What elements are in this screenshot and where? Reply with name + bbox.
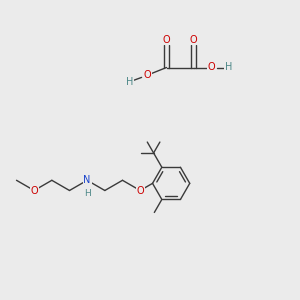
Text: O: O (144, 70, 152, 80)
Text: H: H (126, 76, 133, 87)
Text: O: O (163, 34, 170, 45)
Text: O: O (136, 185, 144, 196)
Text: N: N (83, 175, 91, 185)
Text: O: O (208, 62, 215, 73)
Text: H: H (225, 62, 233, 73)
Text: O: O (30, 185, 38, 196)
Text: O: O (190, 34, 197, 45)
Text: H: H (84, 189, 91, 198)
